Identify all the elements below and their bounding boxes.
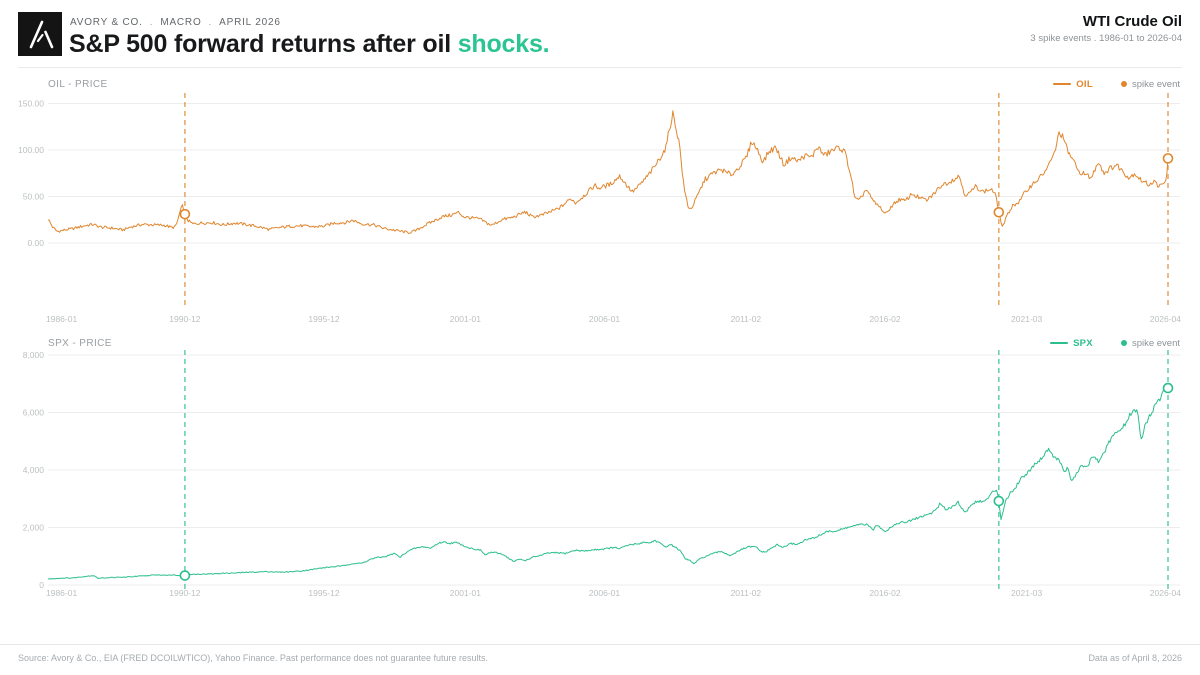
page-title: S&P 500 forward returns after oil shocks… bbox=[69, 30, 550, 59]
spx-chart-legend: SPX spike event bbox=[1050, 338, 1180, 349]
x-tick-label: 2016-02 bbox=[869, 314, 900, 324]
breadcrumb: AVORY & CO.. MACRO. APRIL 2026 bbox=[70, 17, 281, 28]
breadcrumb-separator: . bbox=[149, 17, 154, 28]
x-tick-label: 2001-01 bbox=[450, 588, 481, 598]
dot-swatch-icon bbox=[1120, 340, 1127, 346]
legend-event-label: spike event bbox=[1131, 78, 1180, 90]
legend-item-spx: SPX bbox=[1050, 338, 1093, 349]
y-tick-label: 0.00 bbox=[27, 238, 44, 248]
oil-line bbox=[47, 110, 1169, 235]
legend-series-label: OIL bbox=[1076, 78, 1093, 90]
oil-chart-label: OIL - PRICE bbox=[48, 78, 108, 90]
as-of-date: Data as of April 8, 2026 bbox=[1088, 653, 1182, 663]
header-meta: WTI Crude Oil 3 spike events . 1986-01 t… bbox=[1030, 13, 1182, 44]
x-tick-label: 2026-04 bbox=[1150, 314, 1181, 324]
oil-chart-header: OIL - PRICE OIL spike event bbox=[48, 77, 1180, 91]
legend-event-label: spike event bbox=[1131, 337, 1180, 349]
avory-logo bbox=[18, 12, 62, 56]
y-tick-label: 2,000 bbox=[23, 523, 45, 533]
x-tick-label: 1990-12 bbox=[169, 314, 200, 324]
x-tick-label: 1990-12 bbox=[169, 588, 200, 598]
line-swatch-icon bbox=[1050, 342, 1069, 344]
page-title-accent: shocks. bbox=[457, 30, 550, 58]
spike-event-marker bbox=[1162, 153, 1174, 164]
y-tick-label: 0 bbox=[39, 580, 44, 590]
footer: Source: Avory & Co., EIA (FRED DCOILWTIC… bbox=[0, 644, 1200, 675]
legend-series-label: SPX bbox=[1073, 337, 1093, 349]
x-tick-label: 2011-02 bbox=[731, 588, 762, 598]
spike-event-marker bbox=[179, 570, 191, 581]
header-divider bbox=[18, 67, 1182, 68]
spike-event-marker bbox=[993, 495, 1005, 507]
y-tick-label: 100.00 bbox=[18, 145, 44, 155]
x-tick-label: 2021-03 bbox=[1011, 314, 1042, 324]
breadcrumb-separator: . bbox=[208, 17, 213, 28]
instrument-title: WTI Crude Oil bbox=[1082, 13, 1182, 30]
source-note: Source: Avory & Co., EIA (FRED DCOILWTIC… bbox=[18, 653, 489, 663]
page-title-main: S&P 500 forward returns after oil bbox=[69, 30, 458, 58]
x-tick-label: 1995-12 bbox=[308, 588, 339, 598]
spike-event-marker bbox=[1162, 382, 1174, 394]
breadcrumb-date: APRIL 2026 bbox=[219, 17, 281, 28]
spx-chart-header: SPX - PRICE SPX spike event bbox=[48, 336, 1180, 350]
spx-line bbox=[47, 387, 1168, 580]
y-tick-label: 150.00 bbox=[18, 99, 44, 109]
x-tick-label: 2006-01 bbox=[589, 588, 620, 598]
dot-swatch-icon bbox=[1120, 81, 1127, 87]
breadcrumb-brand: AVORY & CO. bbox=[70, 17, 143, 28]
x-tick-label: 2016-02 bbox=[869, 588, 900, 598]
y-tick-label: 6,000 bbox=[23, 408, 45, 418]
legend-item-oil: OIL bbox=[1053, 79, 1093, 90]
line-swatch-icon bbox=[1053, 83, 1072, 85]
oil-chart-legend: OIL spike event bbox=[1053, 79, 1180, 90]
x-tick-label: 2001-01 bbox=[450, 314, 481, 324]
y-tick-label: 8,000 bbox=[23, 350, 45, 360]
legend-item-spike-event: spike event bbox=[1120, 78, 1180, 90]
x-tick-label: 2021-03 bbox=[1011, 588, 1042, 598]
y-tick-label: 50.00 bbox=[23, 192, 45, 202]
breadcrumb-section: MACRO bbox=[160, 17, 202, 28]
x-tick-label: 2011-02 bbox=[731, 314, 762, 324]
oil-price-chart: 150.00 100.00 50.00 0.00 1986-01 1990-12 1995-… bbox=[18, 93, 1181, 324]
y-tick-label: 4,000 bbox=[23, 465, 45, 475]
x-tick-label: 2026-04 bbox=[1150, 588, 1181, 598]
spike-event-marker bbox=[993, 207, 1005, 218]
legend-item-spike-event: spike event bbox=[1120, 337, 1180, 349]
x-tick-label: 1986-01 bbox=[46, 314, 77, 324]
x-tick-label: 1995-12 bbox=[308, 314, 339, 324]
x-tick-label: 2006-01 bbox=[589, 314, 620, 324]
instrument-subtitle: 3 spike events . 1986-01 to 2026-04 bbox=[1030, 33, 1182, 44]
x-tick-label: 1986-01 bbox=[46, 588, 77, 598]
spx-chart-label: SPX - PRICE bbox=[48, 337, 112, 349]
spike-event-marker bbox=[179, 208, 191, 220]
